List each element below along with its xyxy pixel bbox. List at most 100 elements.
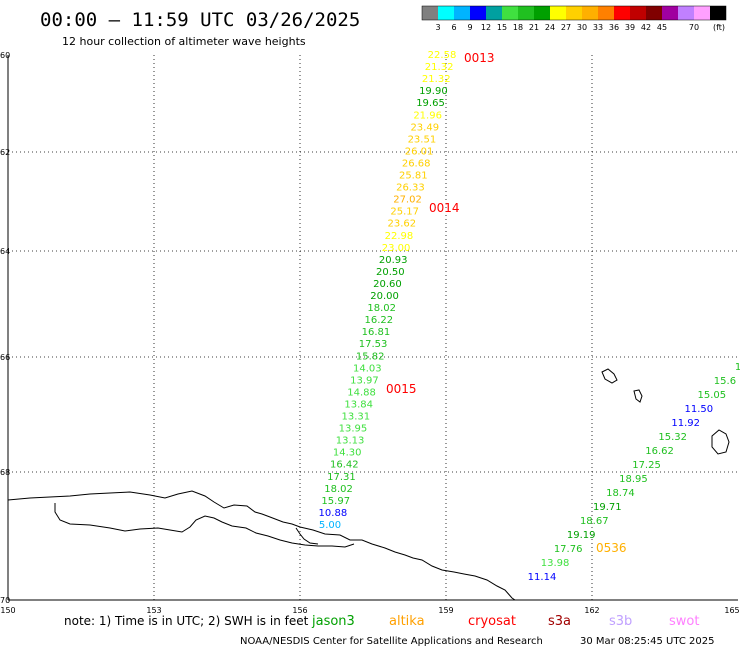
wave-height-value: 14.88 (347, 387, 376, 398)
colorbar-tick-label: 30 (577, 23, 587, 32)
wave-height-value: 11.14 (528, 572, 557, 583)
map-title: 00:00 – 11:59 UTC 03/26/2025 (40, 9, 360, 31)
wave-height-value: 18.02 (367, 303, 396, 314)
wave-height-value: 13.31 (342, 412, 371, 423)
wave-height-value: 13.97 (350, 375, 379, 386)
satellite-legend-item: s3b (609, 614, 632, 629)
wave-height-value: 25.81 (399, 171, 428, 182)
colorbar-swatch (598, 6, 614, 20)
lon-label: 165 (724, 606, 739, 615)
track-time-label: 0014 (429, 201, 460, 215)
wave-height-value: 19.19 (567, 530, 596, 541)
wave-height-value: 13.95 (339, 424, 368, 435)
colorbar-swatch (678, 6, 694, 20)
colorbar-swatch (470, 6, 486, 20)
wave-height-value: 18.02 (324, 484, 353, 495)
wave-height-value: 18.67 (580, 516, 609, 527)
colorbar-tick-label: 21 (529, 23, 539, 32)
wave-height-value: 14.30 (333, 448, 362, 459)
wave-height-value: 18.74 (606, 488, 635, 499)
lon-label: 153 (146, 606, 161, 615)
satellite-legend: jason3 altika cryosat s3a s3b swot (311, 614, 699, 629)
colorbar-swatch (486, 6, 502, 20)
wave-height-value: 19.90 (419, 86, 448, 97)
lon-label: 159 (438, 606, 453, 615)
colorbar-tick-label: 3 (435, 23, 440, 32)
island-3 (711, 429, 730, 455)
wave-height-value: 23.00 (382, 243, 411, 254)
wave-height-value: 26.01 (405, 146, 434, 157)
colorbar-tick-label: 45 (657, 23, 667, 32)
footer-timestamp: 30 Mar 08:25:45 UTC 2025 (580, 636, 715, 647)
lat-label: 70 (0, 596, 10, 605)
colorbar-tick-label: 15 (497, 23, 507, 32)
colorbar-swatch (646, 6, 662, 20)
colorbar-swatch (422, 6, 438, 20)
wave-height-value: 15.97 (321, 496, 350, 507)
colorbar-swatch (518, 6, 534, 20)
wave-height-value: 22.98 (385, 231, 414, 242)
wave-height-value: 19.65 (416, 98, 445, 109)
colorbar-swatch (438, 6, 454, 20)
colorbar-tick-label: 18 (513, 23, 523, 32)
satellite-legend-item: cryosat (468, 614, 516, 629)
footnote: note: 1) Time is in UTC; 2) SWH is in fe… (64, 614, 309, 628)
island-1 (601, 368, 618, 384)
colorbar: 3 6 9 12 15 18 21 24 27 30 33 36 39 42 45 70 (ft) (421, 5, 727, 32)
colorbar-tick-label: 39 (625, 23, 635, 32)
colorbar-swatch (550, 6, 566, 20)
wave-height-value: 5.00 (319, 520, 341, 531)
island-2 (633, 389, 643, 403)
track-time-label: 0013 (464, 51, 495, 65)
lat-label: 64 (0, 247, 10, 256)
satellite-legend-item: s3a (548, 614, 571, 629)
colorbar-border (421, 5, 727, 21)
satellite-legend-item: jason3 (311, 614, 355, 629)
track-time-label: 0536 (596, 541, 627, 555)
wave-height-value: 26.33 (396, 183, 425, 194)
lat-label: 62 (0, 148, 10, 157)
coastline (7, 368, 730, 601)
lat-label: 68 (0, 468, 10, 477)
wave-height-value: 16.62 (645, 446, 674, 457)
wave-height-value: 10.88 (319, 508, 348, 519)
wave-height-value: 16.42 (330, 460, 359, 471)
track-time-label: 0015 (386, 382, 417, 396)
colorbar-tick-label: 9 (467, 23, 472, 32)
colorbar-tick-label: 33 (593, 23, 603, 32)
wave-height-value: 21.32 (425, 62, 454, 73)
wave-height-value: 21.96 (413, 110, 442, 121)
wave-height-value: 15.6 (714, 376, 736, 387)
longitude-labels: 150 153 156 159 162 165 (0, 606, 739, 615)
wave-height-value: 22.58 (428, 50, 457, 61)
wave-height-value: 27.02 (393, 195, 422, 206)
wave-height-value: 20.00 (370, 291, 399, 302)
colorbar-swatch (630, 6, 646, 20)
wave-height-value: 17.53 (359, 339, 388, 350)
wave-height-value: 11.50 (684, 404, 713, 415)
colorbar-swatch (534, 6, 550, 20)
wave-height-value: 21.32 (422, 74, 451, 85)
colorbar-unit: (ft) (713, 23, 725, 32)
colorbar-tick-label: 70 (689, 23, 699, 32)
coastline-inlet (295, 527, 319, 545)
lon-label: 162 (584, 606, 599, 615)
wave-height-value: 15.82 (356, 351, 385, 362)
colorbar-tick-label: 24 (545, 23, 555, 32)
colorbar-swatch (614, 6, 630, 20)
wave-height-value: 16.81 (362, 327, 391, 338)
colorbar-tick-label: 6 (451, 23, 456, 32)
colorbar-swatch (582, 6, 598, 20)
lon-label: 156 (292, 606, 307, 615)
colorbar-swatch (694, 6, 710, 20)
lat-label: 66 (0, 353, 10, 362)
wave-height-value: 23.49 (410, 122, 439, 133)
wave-height-value: 11.92 (671, 418, 700, 429)
colorbar-swatch (566, 6, 582, 20)
colorbar-swatch (454, 6, 470, 20)
wave-height-value: 14.03 (353, 363, 382, 374)
colorbar-tick-label: 12 (481, 23, 491, 32)
wave-height-value: 15.05 (698, 390, 727, 401)
satellite-tracks: 22.5821.3221.3219.9019.6521.9623.4923.51… (319, 50, 740, 583)
